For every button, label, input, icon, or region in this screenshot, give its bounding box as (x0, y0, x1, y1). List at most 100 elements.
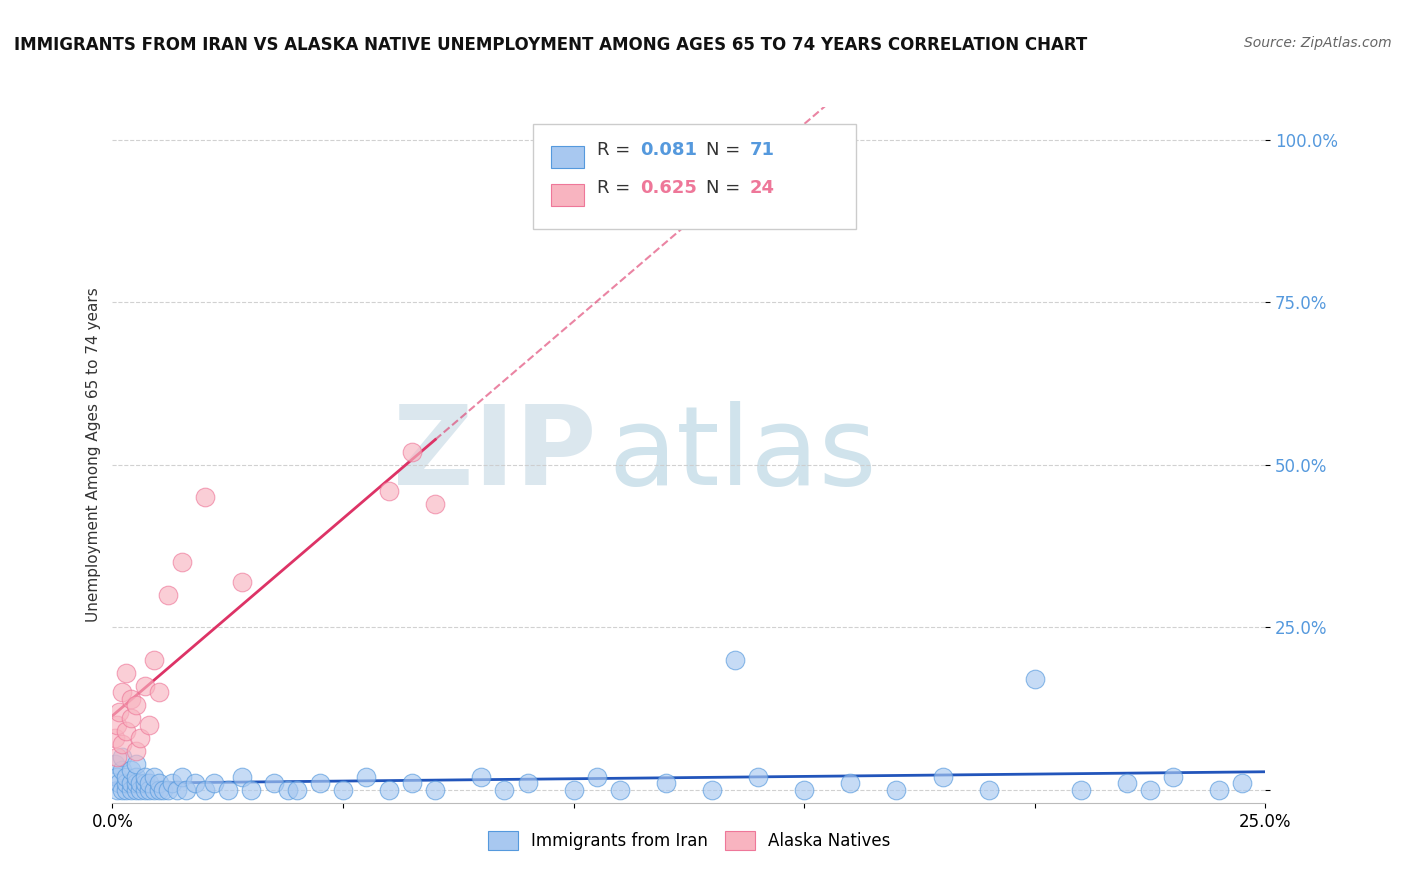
Point (1208, 782, 1230, 797)
Point (1139, 782, 1161, 797)
Point (931, 770, 953, 784)
Point (148, 685, 170, 699)
Point (124, 770, 146, 784)
Point (332, 782, 354, 797)
Point (134, 679, 156, 693)
Point (129, 731, 152, 745)
Point (134, 782, 156, 797)
Text: 24: 24 (749, 179, 775, 197)
Point (138, 782, 160, 797)
Point (143, 770, 166, 784)
Point (111, 685, 134, 699)
Point (111, 737, 134, 751)
Point (152, 782, 174, 797)
Point (170, 770, 193, 784)
Point (104, 756, 127, 771)
Point (111, 782, 134, 797)
Point (700, 782, 723, 797)
Point (1070, 782, 1092, 797)
Y-axis label: Unemployment Among Ages 65 to 74 years: Unemployment Among Ages 65 to 74 years (86, 287, 101, 623)
Point (156, 588, 179, 602)
Point (124, 782, 146, 797)
Point (105, 750, 128, 764)
Point (174, 782, 197, 797)
Text: N =: N = (706, 179, 747, 197)
Text: 0.081: 0.081 (641, 141, 697, 159)
Point (494, 782, 516, 797)
Point (134, 770, 156, 784)
Point (108, 705, 131, 719)
Point (148, 782, 170, 797)
Point (105, 770, 128, 784)
Point (111, 750, 134, 764)
Text: ZIP: ZIP (394, 401, 596, 508)
Point (1161, 770, 1184, 784)
Text: R =: R = (596, 179, 636, 197)
Point (138, 776, 160, 790)
Point (115, 770, 138, 784)
Point (1024, 672, 1046, 686)
Point (105, 782, 128, 797)
Point (143, 653, 166, 667)
Point (309, 776, 332, 790)
Point (231, 574, 253, 589)
Text: 71: 71 (749, 141, 775, 159)
Point (115, 782, 138, 797)
Point (120, 711, 142, 725)
Point (115, 776, 138, 790)
Point (108, 776, 131, 790)
FancyBboxPatch shape (533, 124, 856, 229)
Point (111, 764, 134, 778)
Point (124, 744, 146, 758)
Point (143, 782, 166, 797)
Point (609, 782, 631, 797)
Legend: Immigrants from Iran, Alaska Natives: Immigrants from Iran, Alaska Natives (481, 824, 897, 857)
Point (378, 782, 401, 797)
Point (166, 782, 188, 797)
Point (793, 782, 815, 797)
Point (120, 776, 142, 790)
Point (470, 770, 492, 784)
Point (148, 776, 170, 790)
Point (120, 782, 142, 797)
Point (105, 718, 128, 732)
Point (124, 756, 146, 771)
Point (138, 718, 160, 732)
Text: atlas: atlas (609, 401, 877, 508)
Point (839, 776, 862, 790)
Point (115, 665, 138, 680)
Point (156, 782, 179, 797)
Point (129, 776, 152, 790)
Point (194, 782, 217, 797)
Point (562, 782, 585, 797)
Point (401, 776, 423, 790)
Text: Source: ZipAtlas.com: Source: ZipAtlas.com (1244, 36, 1392, 50)
Point (277, 782, 299, 797)
Point (886, 782, 908, 797)
FancyBboxPatch shape (551, 185, 583, 206)
Point (170, 555, 193, 569)
Text: 0.625: 0.625 (641, 179, 697, 197)
Point (425, 497, 447, 511)
Point (104, 731, 127, 745)
Point (120, 764, 142, 778)
Point (231, 770, 253, 784)
Point (1116, 776, 1139, 790)
Point (425, 782, 447, 797)
Point (115, 724, 138, 739)
Point (354, 770, 377, 784)
Point (516, 776, 538, 790)
Point (285, 782, 308, 797)
Point (124, 698, 146, 713)
Point (1232, 776, 1254, 790)
Point (124, 776, 146, 790)
Point (134, 776, 156, 790)
Text: R =: R = (596, 141, 636, 159)
Point (129, 782, 152, 797)
Text: N =: N = (706, 141, 747, 159)
Point (585, 770, 607, 784)
Point (239, 782, 262, 797)
Point (184, 776, 207, 790)
FancyBboxPatch shape (551, 146, 583, 168)
Text: IMMIGRANTS FROM IRAN VS ALASKA NATIVE UNEMPLOYMENT AMONG AGES 65 TO 74 YEARS COR: IMMIGRANTS FROM IRAN VS ALASKA NATIVE UN… (14, 36, 1087, 54)
